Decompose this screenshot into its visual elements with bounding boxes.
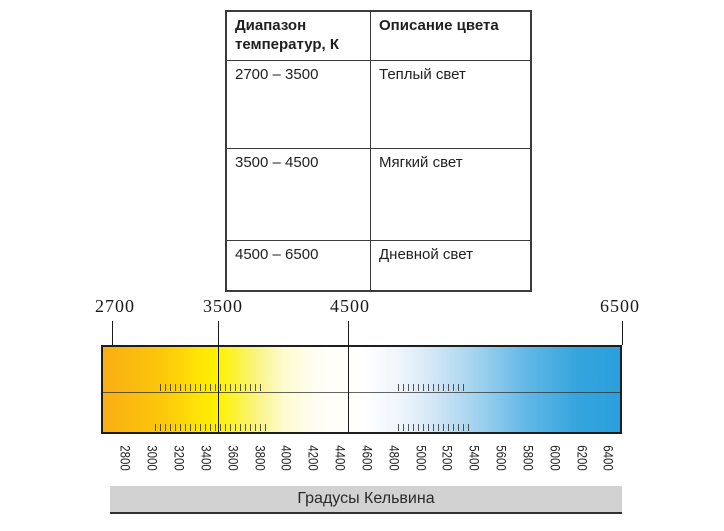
range-cell: 2700 – 3500 [225,59,371,149]
kelvin-tick-label: 5800 [520,445,536,471]
kelvin-tick-label: 4400 [332,445,348,471]
scale-label-6500: 6500 [600,296,640,316]
bar-middle-line [103,392,620,393]
scale-tick-2700 [112,321,113,345]
scale-label-2700: 2700 [95,296,135,316]
kelvin-tick-label: 6000 [547,445,563,471]
kelvin-tick-label: 5000 [413,445,429,471]
kelvin-tick-label: 4200 [305,445,321,471]
table-row: 3500 – 4500 Мягкий свет [225,147,532,241]
kelvin-tick-label: 5200 [439,445,455,471]
table-header-row: Диапазон температур, К Описание цвета [225,10,532,61]
tick-comb [155,424,270,431]
kelvin-tick-label: 3000 [144,445,160,471]
table-header-range: Диапазон температур, К [225,10,371,61]
kelvin-tick-label: 4800 [386,445,402,471]
kelvin-tick-label: 6200 [574,445,590,471]
range-cell: 3500 – 4500 [225,147,371,241]
axis-title-bar: Градусы Кельвина [110,486,622,514]
table-row: 2700 – 3500 Теплый свет [225,59,532,149]
scale-tick-4500 [348,321,349,345]
scale-tick-3500 [218,321,219,345]
range-cell: 4500 – 6500 [225,239,371,292]
scale-label-4500: 4500 [330,296,370,316]
scale-tick-6500 [622,321,623,345]
scale-label-3500: 3500 [203,296,243,316]
kelvin-tick-label: 5600 [493,445,509,471]
tick-comb [398,384,465,391]
kelvin-tick-label: 2800 [117,445,133,471]
description-cell: Дневной свет [370,239,532,292]
bar-divider-4500 [348,347,349,432]
kelvin-tick-label: 5400 [466,445,482,471]
table-row: 4500 – 6500 Дневной свет [225,239,532,292]
temperature-table: Диапазон температур, К Описание цвета 27… [225,10,532,292]
temperature-gradient-bar [101,345,622,434]
kelvin-tick-label: 3800 [252,445,268,471]
axis-title: Градусы Кельвина [297,490,435,507]
description-cell: Мягкий свет [370,147,532,241]
kelvin-tick-label: 6400 [600,445,616,471]
kelvin-tick-label: 3600 [225,445,241,471]
tick-comb [398,424,470,431]
tick-comb [160,384,262,391]
kelvin-tick-label: 4000 [278,445,294,471]
kelvin-tick-label: 4600 [359,445,375,471]
kelvin-tick-label: 3200 [171,445,187,471]
table-header-description: Описание цвета [370,10,532,61]
description-cell: Теплый свет [370,59,532,149]
kelvin-tick-label: 3400 [198,445,214,471]
